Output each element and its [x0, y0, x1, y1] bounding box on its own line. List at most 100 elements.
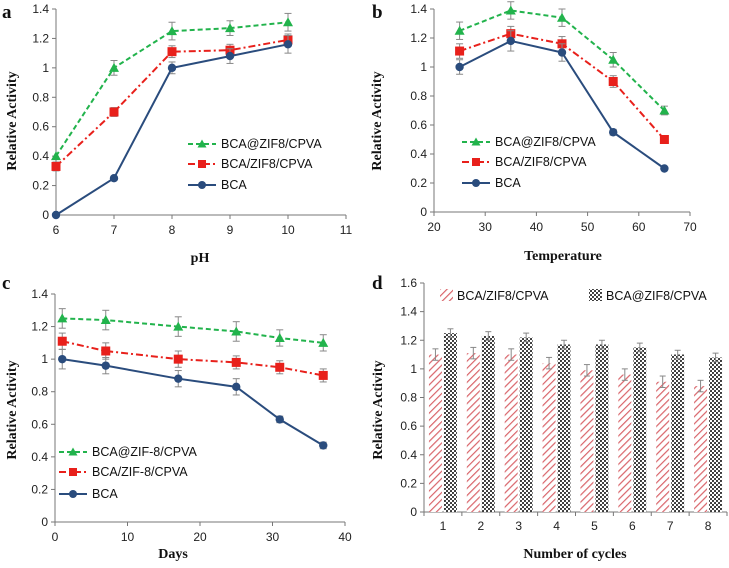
x-tick-label: 20 [193, 530, 207, 544]
y-tick-label: 0.4 [32, 149, 49, 163]
y-tick-label: 0.2 [32, 179, 49, 193]
bca-zif8-cpva-square-point [608, 77, 618, 86]
bca-zif8-cpva-dotted-bar [481, 335, 495, 512]
bca-circle-point [167, 63, 177, 73]
y-tick-label: 0.4 [31, 450, 48, 464]
x-tick-label: 7 [667, 519, 674, 533]
legend-label-bca-zif8-cpva: BCA@ZIF8/CPVA [495, 135, 596, 149]
legend-marker-square [69, 468, 77, 476]
legend-swatch-dotted [589, 289, 602, 301]
y-tick-label: 0 [41, 515, 48, 529]
panel-a-legend: BCA@ZIF8/CPVA BCA/ZIF8/CPVA BCA [188, 137, 322, 192]
bca-circle-point [319, 441, 328, 450]
x-tick-label: 7 [111, 223, 118, 237]
bca-zif-8-cpva-square-point [101, 346, 111, 356]
bca-circle-point [51, 210, 61, 220]
y-tick-label: 1 [42, 61, 49, 75]
y-tick-label: 1.2 [32, 31, 49, 45]
panel-c-letter: c [2, 273, 10, 294]
bca-zif8-cpva-triangle-point [454, 25, 465, 35]
bca-circle-point [455, 62, 464, 72]
y-tick-label: 0 [42, 208, 49, 222]
bca-zif8-cpva-dotted-bar [557, 344, 571, 512]
x-tick-label: 3 [515, 519, 522, 533]
x-tick-label: 11 [340, 223, 353, 237]
bca-zif-8-cpva-triangle-point [318, 337, 329, 347]
bca-circle-point [232, 382, 241, 392]
panel-a-ylabel: Relative Activity [5, 71, 20, 170]
y-tick-label: 0.2 [410, 176, 427, 190]
x-tick-label: 8 [705, 519, 712, 533]
y-tick-label: 0.6 [410, 118, 427, 132]
bca-zif8-cpva-dotted-bar [709, 357, 723, 512]
x-tick-label: 6 [629, 519, 636, 533]
x-tick-label: 70 [683, 220, 697, 234]
x-tick-label: 1 [440, 519, 447, 533]
y-tick-label: 1 [420, 60, 427, 74]
legend-marker-square [472, 158, 480, 166]
x-tick-label: 6 [53, 223, 60, 237]
legend-marker-square [198, 160, 206, 168]
bca-circle-point [174, 374, 183, 383]
bca-zif-8-cpva-triangle-point [100, 315, 111, 325]
bca-zif8-cpva-hatched-bar [504, 354, 518, 512]
panel-b-ylabel: Relative Activity [370, 71, 385, 170]
bca-circle-point [506, 36, 515, 46]
bca-zif-8-cpva-square-point [231, 357, 241, 367]
x-tick-label: 30 [266, 530, 280, 544]
bca-circle-point [557, 48, 567, 57]
legend-swatch-hatched [440, 289, 453, 301]
y-tick-label: 0.6 [32, 120, 49, 134]
bca-zif8-cpva-triangle-point [167, 26, 177, 36]
bca-zif8-cpva-hatched-bar [428, 354, 442, 512]
legend-label-bca-zif8-cpva: BCA@ZIF8/CPVA [606, 289, 707, 303]
y-tick-label: 0 [410, 505, 417, 519]
bca-zif8-cpva-triangle-point [505, 5, 516, 15]
bca-zif-8-cpva-square-point [275, 362, 285, 372]
y-tick-label: 0.6 [400, 419, 417, 433]
bca-zif-8-cpva-triangle-point [57, 313, 68, 323]
legend-marker-triangle [197, 139, 207, 148]
legend-label-bca: BCA [92, 487, 118, 501]
panel-c-xlabel: Days [158, 547, 188, 562]
bca-zif8-cpva-square-point [455, 46, 465, 56]
bca-zif8-cpva-dotted-bar [633, 347, 647, 512]
x-tick-label: 40 [530, 220, 544, 234]
panel-a-letter: a [2, 2, 12, 23]
bca-zif-8-cpva-square-point [57, 336, 67, 346]
x-tick-label: 10 [121, 530, 135, 544]
legend-label-bca-slash-zif-8-cpva: BCA/ZIF-8/CPVA [92, 465, 188, 479]
legend-marker-circle [198, 181, 206, 189]
y-tick-label: 0.8 [400, 391, 417, 405]
bca-zif8-cpva-hatched-bar [656, 381, 670, 512]
bca-zif8-cpva-square-point [167, 47, 177, 57]
bca-circle-line [62, 358, 324, 447]
y-tick-label: 0.6 [31, 417, 48, 431]
y-tick-label: 0.8 [31, 385, 48, 399]
y-tick-label: 1.2 [400, 333, 417, 347]
legend-label-bca-zif-8-cpva: BCA@ZIF-8/CPVA [92, 445, 197, 459]
bca-circle-point [609, 128, 618, 137]
y-tick-label: 0.4 [410, 147, 427, 161]
x-tick-label: 5 [591, 519, 598, 533]
bca-zif8-cpva-hatched-bar [466, 353, 480, 512]
panel-a-series-layer: 0 0.2 0.4 0.6 0.8 1 1.2 1.4 6 7 8 9 10 11 [32, 2, 352, 237]
legend-marker-circle [69, 490, 77, 498]
legend-label-bca-slash-zif8-cpva: BCA/ZIF8/CPVA [221, 157, 313, 171]
bca-zif8-cpva-triangle-point [225, 23, 235, 33]
bca-circle-point [109, 174, 119, 183]
legend-marker-circle [472, 179, 480, 187]
panel-a-xlabel: pH [191, 251, 210, 266]
bca-zif8-cpva-triangle-point [608, 54, 619, 64]
bca-zif8-cpva-triangle-point [51, 151, 61, 161]
bca-zif-8-cpva-triangle-point [274, 332, 285, 342]
x-tick-label: 8 [169, 223, 176, 237]
panel-d-ylabel: Relative Activity [371, 360, 386, 459]
panel-c-ylabel: Relative Activity [5, 360, 20, 459]
legend-label-bca-slash-zif8-cpva: BCA/ZIF8/CPVA [457, 289, 549, 303]
y-tick-label: 1.4 [32, 2, 49, 16]
y-tick-label: 0.8 [410, 89, 427, 103]
y-tick-label: 1.6 [400, 276, 417, 290]
bca-zif-8-cpva-triangle-point [173, 321, 184, 331]
